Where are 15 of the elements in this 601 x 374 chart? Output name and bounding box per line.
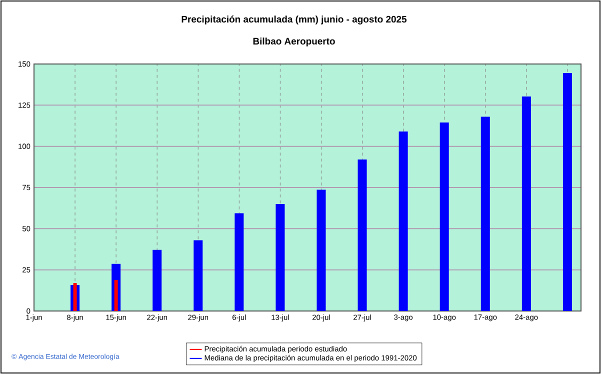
bar: [152, 250, 162, 311]
bar: [480, 116, 490, 311]
chart-title: Precipitación acumulada (mm) junio - agosto 2025: [182, 16, 407, 24]
bar: [276, 204, 285, 311]
bar: [358, 160, 367, 311]
bar: [194, 240, 203, 311]
bar: [114, 280, 118, 311]
bar: [73, 283, 77, 311]
bar: [234, 213, 244, 311]
bar: [522, 96, 531, 311]
bar: [440, 122, 449, 311]
chart-subtitle: Bilbao Aeropuerto: [253, 38, 335, 46]
bar: [398, 132, 408, 311]
bar: [316, 190, 326, 311]
bar: [562, 73, 572, 311]
